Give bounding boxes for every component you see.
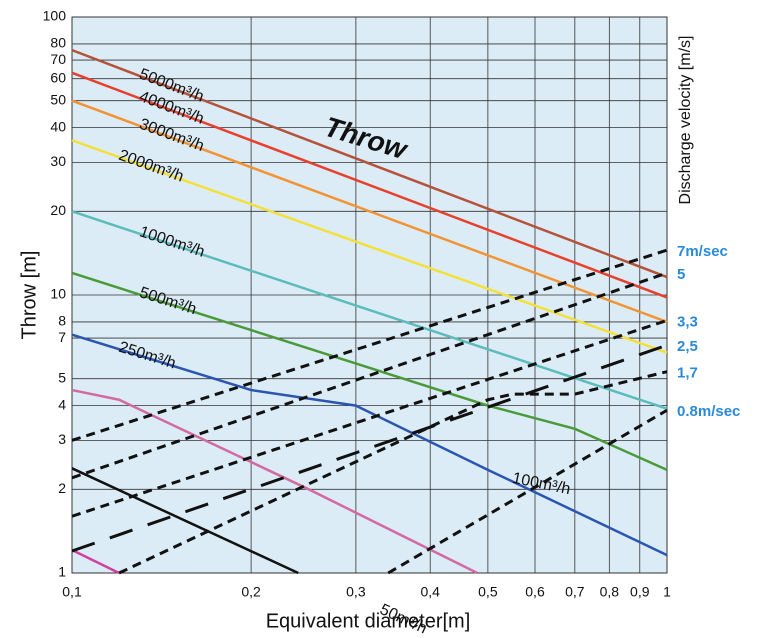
y-tick-label: 40: [50, 118, 66, 134]
y-tick-label: 70: [50, 51, 66, 67]
x-tick-label: 0,6: [525, 584, 545, 600]
y-tick-label: 8: [58, 313, 66, 329]
x-tick-label: 0,2: [241, 584, 261, 600]
y-axis-label: Throw [m]: [18, 251, 40, 340]
series-line: [71, 71, 668, 299]
x-tick-label: 0,4: [420, 584, 440, 600]
x-tick-label: 0,5: [478, 584, 498, 600]
y-tick-label: 2: [58, 480, 66, 496]
x-tick-label: 1: [663, 584, 671, 600]
series-line: [387, 408, 668, 575]
x-axis-label: Equivalent diameter[m]: [266, 610, 471, 632]
y-tick-label: 60: [50, 69, 66, 85]
y-tick-label: 5: [58, 369, 66, 385]
series-line: [71, 388, 478, 575]
y-tick-label: 10: [50, 286, 66, 302]
x-tick-label: 0,7: [565, 584, 585, 600]
y2-axis-label: Discharge velocity [m/s]: [677, 36, 694, 205]
legend-label: 1,7: [677, 365, 698, 382]
y-tick-label: 50: [50, 91, 66, 107]
y-tick-label: 20: [50, 202, 66, 218]
y-tick-label: 4: [58, 396, 66, 412]
x-tick-label: 0,3: [346, 584, 366, 600]
legend-label: 5: [677, 266, 685, 283]
series-line: [71, 467, 299, 575]
y-tick-label: 100: [43, 8, 67, 24]
y-tick-label: 30: [50, 153, 66, 169]
series-line: [71, 343, 668, 553]
series-line: [71, 548, 120, 575]
x-tick-label: 0,1: [62, 584, 82, 600]
x-tick-label: 0,9: [630, 584, 650, 600]
legend-label: 7m/sec: [677, 243, 728, 260]
legend-label: 0.8m/sec: [677, 403, 740, 420]
series-line: [71, 271, 668, 471]
legend-label: 2,5: [677, 338, 698, 355]
series-line: [71, 210, 668, 410]
series-line: [71, 139, 668, 354]
series-line: [71, 333, 668, 557]
y-tick-label: 7: [58, 329, 66, 345]
legend-label: 3,3: [677, 313, 698, 330]
y-tick-label: 1: [58, 564, 66, 580]
series-line: [118, 370, 668, 575]
series-line: [71, 48, 668, 279]
y-tick-label: 3: [58, 431, 66, 447]
x-tick-label: 0,8: [600, 584, 620, 600]
y-tick-label: 80: [50, 35, 66, 51]
plot-frame: [71, 16, 668, 574]
series-line: [71, 99, 668, 324]
